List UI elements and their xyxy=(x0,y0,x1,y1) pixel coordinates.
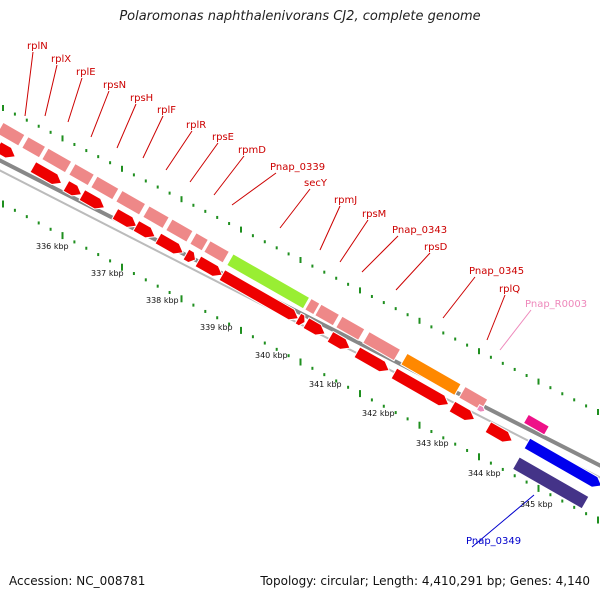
leader-line xyxy=(165,130,193,171)
kbp-label: 337 kbp xyxy=(91,269,124,278)
gene-band-rpsN xyxy=(68,162,96,187)
cds-arrow xyxy=(390,367,450,407)
gene-label: rplN xyxy=(27,41,48,52)
gene-label: Pnap_0343 xyxy=(392,225,447,236)
cds-arrow xyxy=(218,269,300,321)
topology-label: Topology: circular; Length: 4,410,291 bp… xyxy=(260,574,590,588)
leader-line xyxy=(395,252,431,291)
cds-arrow xyxy=(62,179,83,197)
leader-line xyxy=(319,205,341,251)
gene-band-rpmJ xyxy=(304,297,321,316)
cds-arrow xyxy=(182,248,197,264)
kbp-label: 341 kbp xyxy=(309,380,342,389)
genome-title: Polaromonas naphthalenivorans CJ2, compl… xyxy=(119,9,481,24)
kbp-label: 338 kbp xyxy=(146,296,179,305)
leader-line xyxy=(486,294,506,341)
backbone-line xyxy=(0,158,600,468)
cds-arrow xyxy=(132,219,156,239)
leader-line xyxy=(24,51,34,117)
gene-label: Pnap_R0003 xyxy=(525,299,587,310)
cds-arrow xyxy=(294,312,306,327)
cds-arrow xyxy=(78,188,106,210)
leader-line xyxy=(339,219,369,263)
gene-label: Pnap_0339 xyxy=(270,162,325,173)
cds-arrow xyxy=(194,255,224,277)
gene-label: rpsD xyxy=(424,242,448,253)
rna-gene-Pnap_R0003 xyxy=(522,413,550,436)
kbp-label: 340 kbp xyxy=(255,351,288,360)
gene-label: rplF xyxy=(157,105,176,116)
kbp-label: 342 kbp xyxy=(362,409,395,418)
kbp-label: 343 kbp xyxy=(416,439,449,448)
gene-label: secY xyxy=(304,178,328,189)
leader-line xyxy=(442,276,476,319)
gene-band-rplN xyxy=(0,121,26,147)
gene-band-rpmD xyxy=(189,232,210,252)
gene-label: rpsM xyxy=(362,209,386,220)
rna-arrow xyxy=(475,403,486,413)
gene-label: rpmJ xyxy=(334,195,357,206)
gene-label: rplQ xyxy=(499,284,520,295)
outer-tick-track xyxy=(2,105,599,415)
dark-blue-region xyxy=(511,456,590,510)
blue-cds-arrow xyxy=(523,437,600,488)
gene-label: Pnap_0349 xyxy=(466,536,521,547)
cds-arrow xyxy=(0,140,17,159)
gene-label: Pnap_0345 xyxy=(469,266,524,277)
gene-label: rplX xyxy=(51,54,71,65)
leader-line xyxy=(471,494,535,548)
leader-line xyxy=(116,103,137,149)
gene-band-rplE xyxy=(41,147,73,174)
gene-label: rplR xyxy=(186,120,206,131)
inner-tick-track xyxy=(2,200,599,524)
cds-arrow xyxy=(29,160,63,186)
gene-band-rplX xyxy=(21,135,47,159)
cds-arrow xyxy=(484,421,514,443)
gene-label: rpmD xyxy=(238,145,266,156)
gene-label: rpsN xyxy=(103,80,126,91)
leader-line xyxy=(44,64,58,117)
gene-band-rpsH xyxy=(90,175,120,201)
cds-arrow xyxy=(448,400,476,422)
cds-arrow xyxy=(154,232,184,255)
leader-line xyxy=(499,309,532,351)
gene-band-secY xyxy=(226,253,311,310)
kbp-scale-labels: 336 kbp 337 kbp 338 kbp 339 kbp 340 kbp 341 k… xyxy=(36,242,553,509)
gene-band-pnap0343 xyxy=(335,315,366,342)
gene-band-rplF xyxy=(115,189,147,216)
leader-line xyxy=(279,188,311,229)
gene-band-rpsM xyxy=(314,303,341,327)
gene-band-rplR xyxy=(142,205,170,230)
leader-line xyxy=(90,90,110,138)
gene-label: rpsE xyxy=(212,132,234,143)
leader-line xyxy=(67,77,83,123)
gene-label: rplE xyxy=(76,67,96,78)
accession-label: Accession: NC_008781 xyxy=(9,574,146,588)
gene-band-pnap0339 xyxy=(203,240,231,264)
gene-band-rpsD-pad xyxy=(362,330,402,362)
gene-band-rpsD xyxy=(400,352,462,397)
kbp-label: 345 kbp xyxy=(520,500,553,509)
kbp-label: 336 kbp xyxy=(36,242,69,251)
cds-arrow xyxy=(353,346,390,373)
cds-arrow xyxy=(326,330,351,350)
kbp-label: 339 kbp xyxy=(200,323,233,332)
kbp-label: 344 kbp xyxy=(468,469,501,478)
leader-line xyxy=(189,142,219,183)
gene-band-rpsE xyxy=(165,218,194,243)
leader-line xyxy=(231,172,277,206)
label-leader-lines xyxy=(24,51,535,548)
cds-arrow xyxy=(302,317,326,336)
gene-label: rpsH xyxy=(130,93,153,104)
leader-line xyxy=(213,155,245,196)
leader-line xyxy=(361,235,399,273)
leader-line xyxy=(142,115,164,159)
cds-arrow xyxy=(111,207,138,228)
feature-track xyxy=(0,121,600,510)
